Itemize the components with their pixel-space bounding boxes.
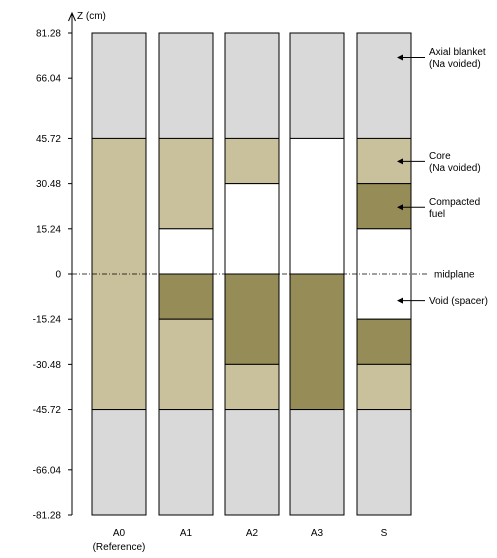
z-axis-tick-label: -30.48: [33, 360, 62, 371]
annotation-text: Void (spacer): [429, 296, 488, 307]
blanket-segment: [289, 32, 345, 139]
void-segment: [289, 137, 345, 275]
annotation-text: Axial blanket: [429, 47, 486, 58]
column-label: S: [381, 528, 388, 539]
core-segment: [224, 363, 280, 411]
legend-annotations: Axial blanket(Na voided)Core(Na voided)C…: [397, 47, 488, 307]
z-axis-tick-label: -15.24: [33, 315, 62, 326]
blanket-segment: [91, 409, 147, 516]
z-axis-tick-label: -45.72: [33, 405, 62, 416]
column-label: A0: [113, 528, 126, 539]
blanket-segment: [289, 409, 345, 516]
annotation-text: Compacted: [429, 197, 480, 208]
z-axis-tick-label: 81.28: [36, 29, 61, 40]
z-axis-arrowhead: [68, 11, 76, 22]
annotation-arrowhead: [397, 297, 403, 304]
core-segment: [356, 363, 412, 411]
column-label: A1: [180, 528, 193, 539]
annotation-text: fuel: [429, 209, 445, 220]
void-segment: [224, 183, 280, 275]
z-axis-tick-label: 45.72: [36, 134, 61, 145]
blanket-segment: [356, 409, 412, 516]
core-segment: [158, 318, 214, 411]
annotation-arrowhead: [397, 204, 403, 211]
annotation-arrowhead: [397, 158, 403, 165]
z-axis-tick-label: 30.48: [36, 179, 61, 190]
annotation-text: (Na voided): [429, 163, 481, 174]
z-axis-tick-label: -81.28: [33, 511, 62, 522]
core-segment: [158, 137, 214, 230]
column-s: S: [356, 32, 412, 539]
blanket-segment: [158, 32, 214, 139]
blanket-segment: [158, 409, 214, 516]
blanket-segment: [224, 409, 280, 516]
blanket-segment: [224, 32, 280, 139]
annotation: Void (spacer): [397, 296, 488, 307]
z-axis-tick-label: 15.24: [36, 224, 61, 235]
annotation: Axial blanket(Na voided): [397, 47, 486, 70]
annotation-text: (Na voided): [429, 59, 481, 70]
core-segment: [224, 137, 280, 185]
column-label: A2: [246, 528, 259, 539]
z-axis-label: Z (cm): [77, 11, 106, 22]
z-axis-tick-label: 0: [55, 270, 61, 281]
blanket-segment: [91, 32, 147, 139]
column-a2: A2: [224, 32, 280, 539]
midplane-label: midplane: [434, 270, 475, 281]
configuration-columns: A0 (Reference) A1 A2 A3 S: [91, 32, 412, 553]
compacted-segment: [158, 273, 214, 320]
column-label: A3: [311, 528, 324, 539]
annotation-arrowhead: [397, 54, 403, 61]
blanket-segment: [356, 32, 412, 139]
annotation: Core(Na voided): [397, 151, 481, 174]
void-segment: [158, 228, 214, 275]
column-sublabel: (Reference): [93, 542, 146, 553]
compacted-segment: [289, 273, 345, 411]
column-a0: A0 (Reference): [91, 32, 147, 553]
z-axis: Z (cm) 81.28 66.04 45.72 30.48 15.24 0 -15.24 -3…: [33, 11, 106, 522]
z-axis-tick-label: 66.04: [36, 74, 61, 85]
z-axis-tick-label: -66.04: [33, 465, 62, 476]
midplane-marker: midplane: [72, 270, 475, 281]
column-a1: A1: [158, 32, 214, 539]
compacted-segment: [224, 273, 280, 365]
column-a3: A3: [289, 32, 345, 539]
compacted-segment: [356, 318, 412, 365]
annotation-text: Core: [429, 151, 451, 162]
